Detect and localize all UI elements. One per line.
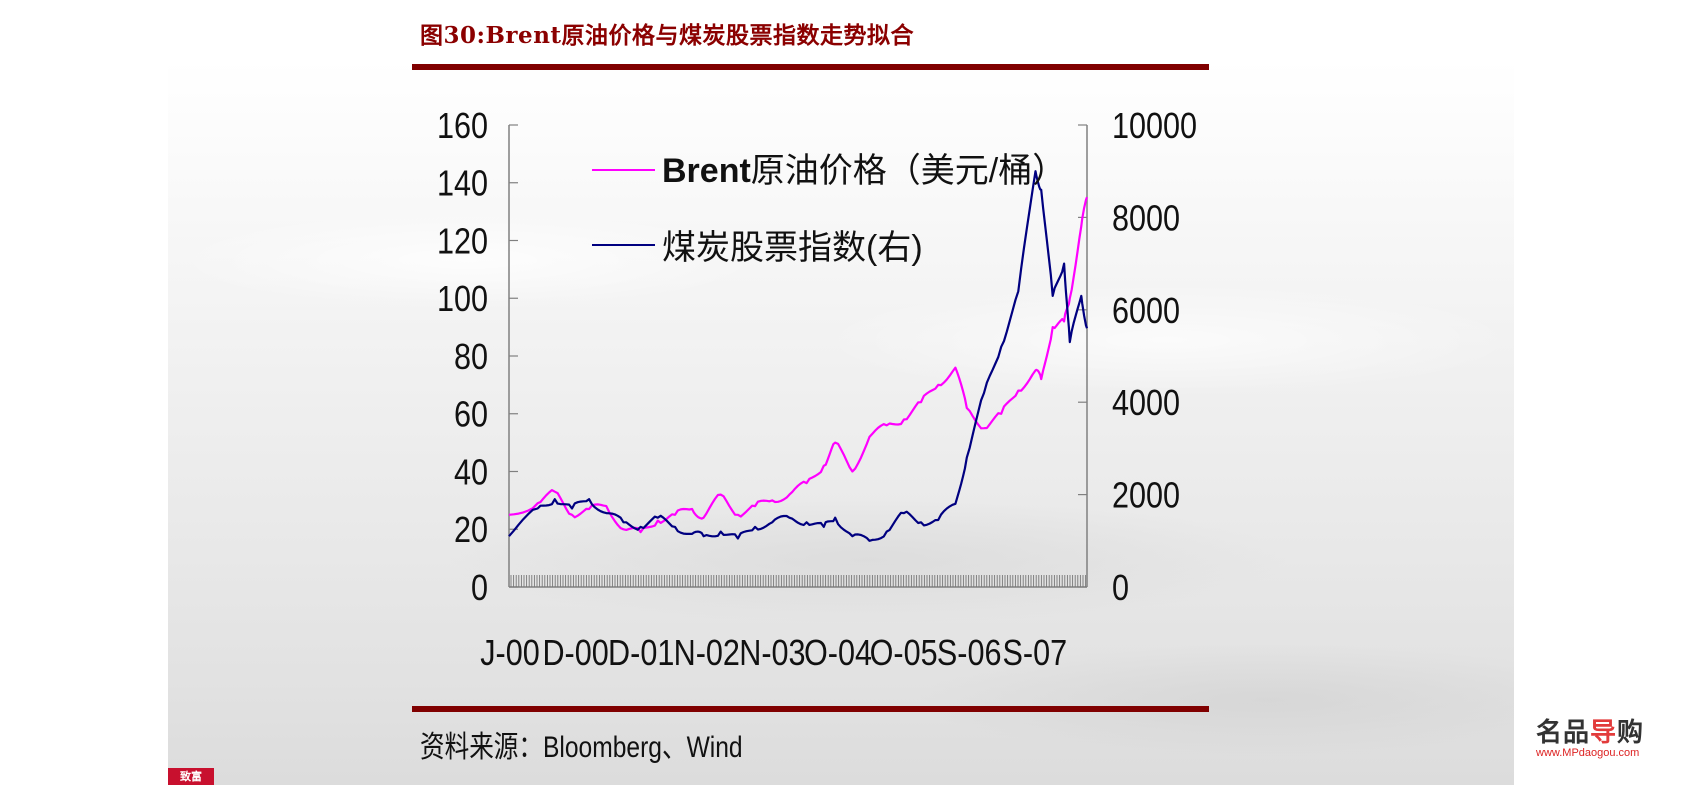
- brent-price-line: [508, 196, 1089, 534]
- title-rule: [412, 64, 1209, 70]
- left-tick-label: 40: [454, 453, 488, 493]
- source-note: 资料来源：Bloomberg、Wind: [420, 731, 743, 764]
- x-tick-label: N-02: [674, 634, 740, 674]
- series-lines: [508, 170, 1089, 542]
- right-tick-label: 4000: [1112, 384, 1180, 424]
- left-tick-label: 60: [454, 396, 488, 436]
- left-tick-label: 120: [437, 222, 488, 262]
- x-tick-label: S-07: [1002, 634, 1067, 674]
- left-tick-label: 160: [437, 107, 488, 147]
- left-tick-label: 0: [471, 569, 488, 609]
- source-rule: [412, 706, 1209, 712]
- mpdaogou-logo: 名品导购 www.MPdaogou.com: [1536, 712, 1666, 759]
- right-tick-label: 2000: [1112, 476, 1180, 516]
- right-tick-label: 6000: [1112, 292, 1180, 332]
- left-tick-label: 100: [437, 280, 488, 320]
- left-tick-label: 20: [454, 511, 488, 551]
- logo-brand: 名品导购: [1536, 717, 1645, 747]
- right-tick-label: 8000: [1112, 199, 1180, 239]
- seal-stamp: 致富: [168, 768, 214, 785]
- x-tick-label: O-05: [870, 634, 938, 674]
- x-tick-label: D-00: [542, 634, 608, 674]
- coal-index-line: [508, 170, 1089, 542]
- x-tick-label: S-06: [937, 634, 1002, 674]
- figure-title: 图30:Brent原油价格与煤炭股票指数走势拟合: [420, 22, 915, 49]
- x-tick-label: J-00: [480, 634, 540, 674]
- legend-brent-label: Brent原油价格（美元/桶）: [662, 152, 1066, 190]
- right-tick-label: 10000: [1112, 107, 1197, 147]
- logo-url: www.MPdaogou.com: [1536, 747, 1640, 759]
- legend: Brent原油价格（美元/桶） 煤炭股票指数(右): [592, 152, 1066, 267]
- left-tick-label: 80: [454, 338, 488, 378]
- x-tick-label: O-04: [804, 634, 872, 674]
- axes: 0 20 40 60 80 100 120 140 160 0 2000 4000 6000 8000 10…: [437, 107, 1197, 674]
- legend-coal-label: 煤炭股票指数(右): [662, 229, 923, 267]
- x-tick-label: N-03: [739, 634, 805, 674]
- left-tick-label: 140: [437, 165, 488, 205]
- right-tick-label: 0: [1112, 569, 1129, 609]
- background-landscape: [168, 140, 1514, 785]
- x-tick-label: D-01: [608, 634, 674, 674]
